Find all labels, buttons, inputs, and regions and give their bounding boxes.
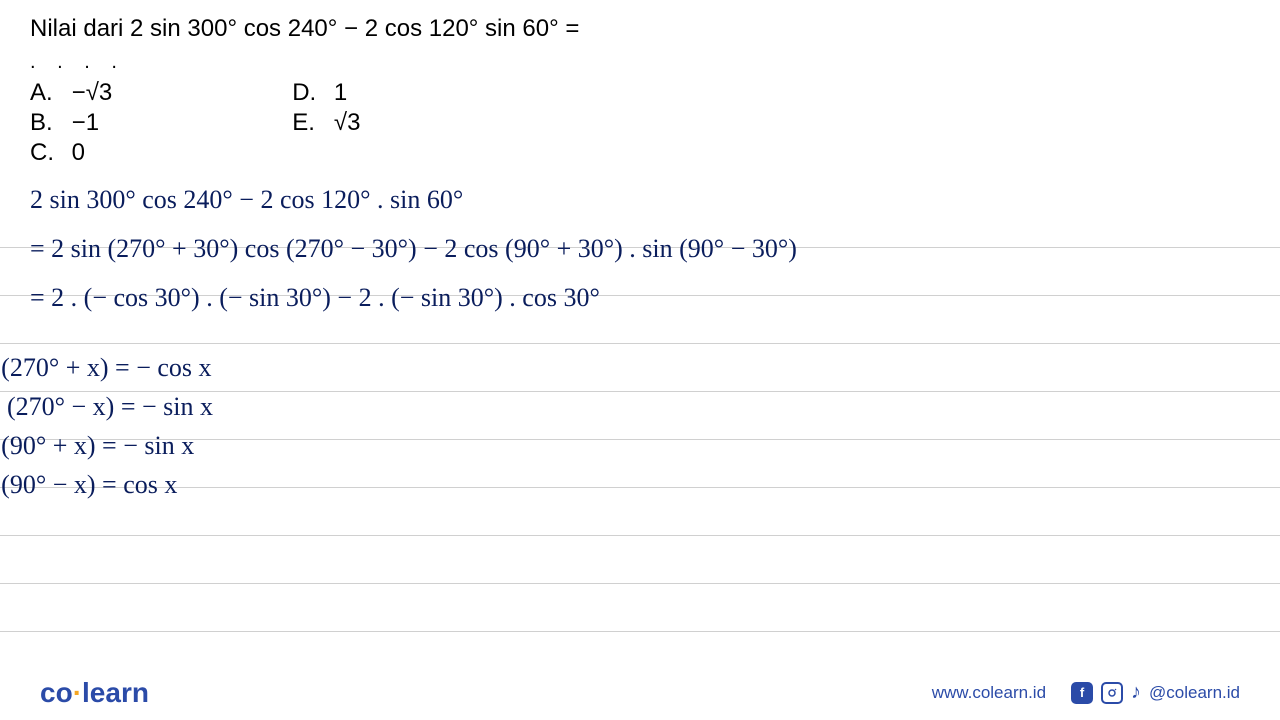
option-label: B. <box>30 109 65 137</box>
brand-logo: co·learn <box>40 677 149 709</box>
instagram-icon <box>1101 682 1123 704</box>
trig-identities: Sin (270° + x) = − cos x Cos (270° − x) … <box>0 348 1240 504</box>
social-links: f ♪ @colearn.id <box>1071 681 1240 704</box>
options-column-2: D. 1 E. √3 <box>292 79 360 167</box>
options-column-1: A. −√3 B. −1 C. 0 <box>30 79 112 167</box>
identity-3: cos (90° + x) = − sin x <box>0 426 1240 465</box>
option-c: C. 0 <box>30 139 112 167</box>
social-handle: @colearn.id <box>1149 683 1240 703</box>
option-e: E. √3 <box>292 109 360 137</box>
option-b: B. −1 <box>30 109 112 137</box>
work-line-2: = 2 sin (270° + 30°) cos (270° − 30°) − … <box>30 226 1250 273</box>
option-value: √3 <box>334 109 361 136</box>
option-value: −√3 <box>72 79 113 106</box>
option-label: C. <box>30 139 65 167</box>
identity-4: Sin (90° − x) = cos x <box>0 465 1240 504</box>
footer-right: www.colearn.id f ♪ @colearn.id <box>932 681 1240 704</box>
footer: co·learn www.colearn.id f ♪ @colearn.id <box>0 665 1280 720</box>
logo-dot-icon: · <box>73 677 82 708</box>
option-label: E. <box>292 109 327 137</box>
option-value: 0 <box>72 139 85 166</box>
tiktok-icon: ♪ <box>1131 681 1141 704</box>
option-label: D. <box>292 79 327 107</box>
handwritten-work: 2 sin 300° cos 240° − 2 cos 120° . sin 6… <box>30 177 1250 321</box>
logo-learn: learn <box>82 677 149 708</box>
identity-2: Cos (270° − x) = − sin x <box>0 387 1240 426</box>
question-text: Nilai dari 2 sin 300° cos 240° − 2 cos 1… <box>30 15 1250 43</box>
work-line-3: = 2 . (− cos 30°) . (− sin 30°) − 2 . (−… <box>30 275 1250 322</box>
facebook-icon: f <box>1071 682 1093 704</box>
footer-url: www.colearn.id <box>932 683 1046 703</box>
identity-1: Sin (270° + x) = − cos x <box>0 348 1240 387</box>
answer-blank-dots: . . . . <box>30 51 1250 74</box>
option-value: −1 <box>72 109 99 136</box>
option-d: D. 1 <box>292 79 360 107</box>
work-line-1: 2 sin 300° cos 240° − 2 cos 120° . sin 6… <box>30 177 1250 224</box>
options-container: A. −√3 B. −1 C. 0 D. 1 E. √3 <box>30 79 1250 167</box>
option-a: A. −√3 <box>30 79 112 107</box>
option-label: A. <box>30 79 65 107</box>
option-value: 1 <box>334 79 347 106</box>
logo-co: co <box>40 677 73 708</box>
